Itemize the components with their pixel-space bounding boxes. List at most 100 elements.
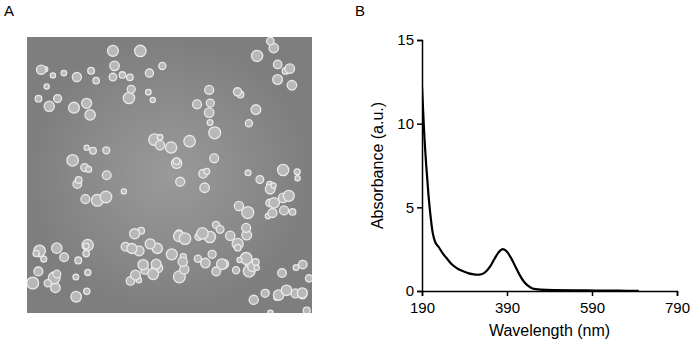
particle: [52, 243, 62, 253]
particle: [41, 256, 47, 262]
particle: [256, 176, 264, 184]
panel-label: A: [4, 2, 14, 19]
particle: [233, 88, 241, 96]
particle: [131, 270, 141, 280]
particle: [179, 233, 190, 244]
tick: 10: [397, 115, 422, 132]
particle: [44, 84, 49, 89]
particle: [110, 61, 120, 71]
plot-area: [422, 87, 639, 291]
particle: [200, 183, 210, 193]
particle: [127, 85, 135, 93]
tick: 790: [665, 291, 690, 316]
particle: [245, 170, 251, 176]
particle: [75, 257, 82, 264]
tick-mark: [592, 291, 594, 296]
particle: [75, 177, 82, 184]
particle: [254, 265, 259, 270]
particle: [207, 120, 213, 126]
x-axis-title: Wavelength (nm): [489, 322, 610, 339]
tick-label: 5: [406, 199, 414, 216]
x-axis: 190 390 590 790: [410, 291, 690, 316]
particle: [204, 108, 213, 117]
particle: [283, 190, 294, 201]
tick-label: 390: [495, 299, 520, 316]
tick-label: 15: [397, 31, 414, 48]
particle: [173, 158, 180, 165]
particle: [148, 269, 159, 280]
particle: [82, 240, 93, 251]
particle: [138, 260, 148, 270]
particle: [103, 147, 110, 154]
particle: [268, 209, 277, 218]
particle: [155, 141, 164, 150]
particle: [86, 166, 92, 172]
particle: [73, 274, 79, 280]
tick-mark: [507, 291, 509, 296]
particle: [242, 223, 251, 232]
particle: [34, 245, 46, 257]
particle: [176, 177, 185, 186]
tick-mark: [417, 123, 422, 125]
micrograph-background: [27, 37, 312, 313]
tick-label: 790: [665, 299, 690, 316]
particle: [237, 258, 242, 263]
particle: [242, 207, 254, 219]
particle: [82, 98, 92, 108]
tick-label: 590: [580, 299, 605, 316]
particle: [210, 154, 219, 163]
particle: [109, 73, 117, 81]
particle: [235, 244, 242, 251]
tick-mark: [677, 291, 679, 296]
particle: [293, 265, 299, 271]
particle: [252, 50, 263, 61]
particle: [208, 250, 216, 258]
particle: [71, 291, 82, 302]
particle: [226, 231, 235, 240]
particle: [83, 250, 89, 256]
tick: 5: [406, 199, 422, 216]
particle: [281, 285, 291, 295]
particle: [159, 62, 166, 69]
particle: [251, 105, 261, 115]
particle: [294, 169, 300, 175]
particle: [33, 250, 39, 256]
particle: [107, 45, 118, 56]
particle: [193, 100, 202, 109]
particle: [209, 127, 221, 139]
particle: [297, 288, 307, 298]
particle: [36, 65, 45, 74]
particle: [88, 67, 95, 74]
particle: [93, 77, 99, 83]
axis-line: [417, 41, 423, 292]
particle: [201, 258, 211, 268]
particle: [166, 249, 177, 260]
particle: [51, 283, 61, 293]
particle: [289, 209, 295, 215]
spectrum-line: [422, 87, 639, 291]
particle: [44, 280, 51, 287]
tick-label: 190: [410, 299, 435, 316]
tick-label: 0: [406, 282, 414, 299]
particle: [245, 120, 252, 127]
particle: [287, 81, 297, 91]
particle: [127, 74, 134, 81]
tick-mark: [417, 291, 422, 293]
particle: [303, 307, 310, 313]
particle: [206, 99, 214, 107]
particle: [298, 260, 307, 269]
particle: [295, 176, 300, 181]
particle: [151, 259, 161, 269]
particle: [50, 73, 55, 78]
particle: [72, 72, 81, 81]
tick: 590: [580, 291, 605, 316]
particle: [127, 243, 137, 253]
particle: [119, 72, 125, 78]
particle: [252, 259, 259, 266]
particle: [27, 277, 39, 289]
particle: [273, 60, 281, 68]
tick-mark: [417, 40, 422, 42]
particle: [67, 155, 78, 166]
particle: [61, 70, 67, 76]
particle: [146, 89, 152, 95]
